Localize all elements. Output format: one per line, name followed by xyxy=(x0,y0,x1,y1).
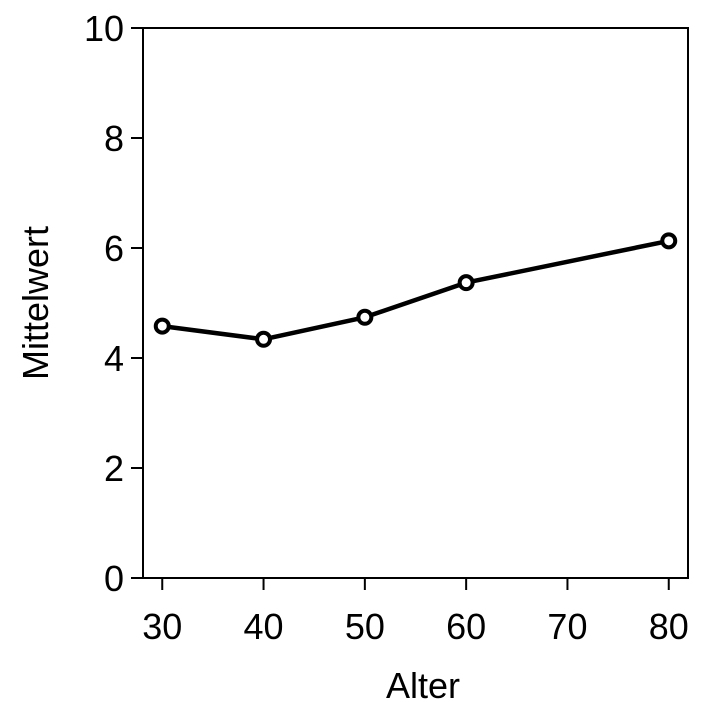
x-tick-label: 60 xyxy=(446,606,486,647)
y-tick-label: 4 xyxy=(104,338,124,379)
y-axis: 0 2 4 6 8 10 xyxy=(84,8,143,599)
data-point xyxy=(356,308,374,326)
y-tick-label: 0 xyxy=(104,558,124,599)
x-tick-label: 40 xyxy=(244,606,284,647)
data-point xyxy=(457,274,475,292)
y-tick-label: 8 xyxy=(104,118,124,159)
y-tick-label: 2 xyxy=(104,448,124,489)
data-point xyxy=(660,232,678,250)
x-tick-label: 70 xyxy=(547,606,587,647)
x-axis: 30 40 50 60 70 80 xyxy=(142,578,689,647)
x-axis-title: Alter xyxy=(386,665,460,702)
series-group xyxy=(153,232,678,348)
series-line xyxy=(161,238,670,342)
x-tick-label: 80 xyxy=(649,606,689,647)
x-tick-label: 50 xyxy=(345,606,385,647)
plot-frame xyxy=(142,27,689,579)
y-axis-title: Mittelwert xyxy=(15,226,56,380)
data-point xyxy=(153,317,171,335)
y-tick-label: 6 xyxy=(104,228,124,269)
x-tick-label: 30 xyxy=(142,606,182,647)
data-point xyxy=(255,330,273,348)
y-tick-label: 10 xyxy=(84,8,124,49)
